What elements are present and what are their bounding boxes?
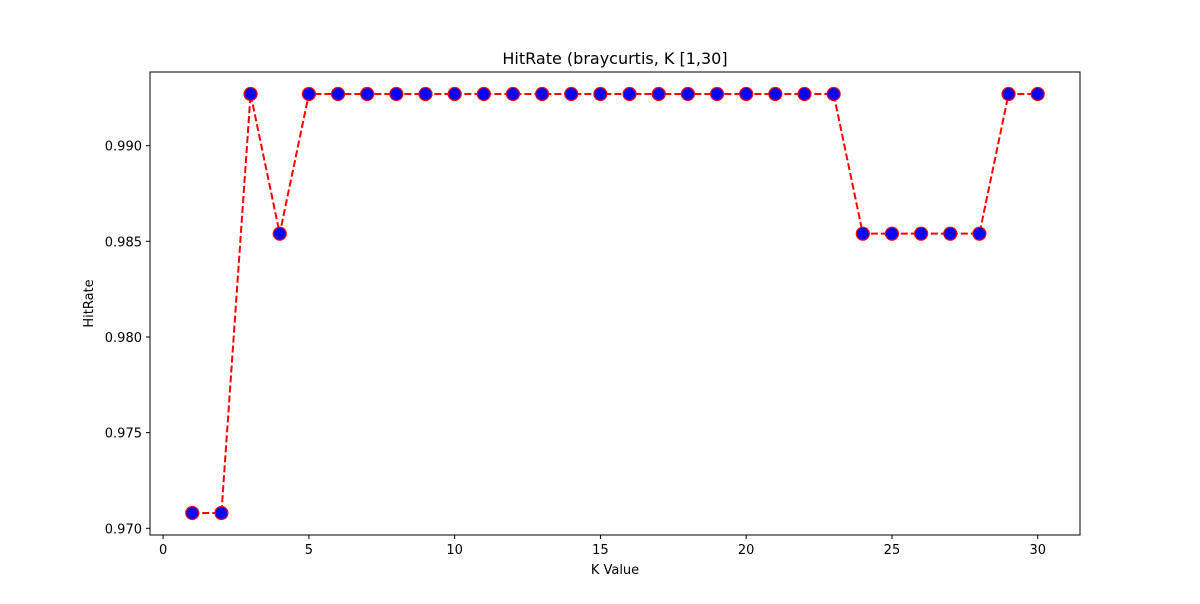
- data-point: [739, 86, 754, 102]
- y-tick-label: 0.975: [105, 427, 142, 442]
- data-point: [418, 86, 433, 102]
- y-tick-label: 0.970: [105, 522, 142, 537]
- x-tick-label: 0: [159, 543, 167, 558]
- x-axis-ticks: 0 5 10 15 20 25 30: [159, 535, 1046, 558]
- data-point: [884, 226, 900, 241]
- data-point: [826, 86, 841, 102]
- data-point: [914, 226, 929, 241]
- data-point: [301, 86, 316, 102]
- data-point: [797, 86, 812, 102]
- data-point: [185, 505, 200, 521]
- data-point: [272, 226, 287, 241]
- x-tick-label: 20: [738, 543, 755, 558]
- data-point: [709, 86, 725, 102]
- x-tick-label: 15: [592, 543, 609, 558]
- data-point: [214, 505, 229, 521]
- data-point: [535, 86, 550, 102]
- data-point: [943, 226, 958, 241]
- y-axis-label: HitRate: [82, 279, 97, 327]
- data-point: [564, 86, 579, 102]
- data-point: [768, 86, 783, 102]
- x-tick-label: 25: [884, 543, 901, 558]
- x-tick-label: 10: [446, 543, 463, 558]
- data-point: [447, 86, 462, 102]
- plot-area: [185, 86, 1045, 521]
- y-axis-ticks: 0.970 0.975 0.980 0.985 0.990: [105, 140, 150, 537]
- y-tick-label: 0.990: [105, 140, 142, 155]
- data-point: [505, 86, 521, 102]
- data-point: [593, 86, 608, 102]
- data-point: [1001, 86, 1016, 102]
- y-tick-label: 0.980: [105, 331, 142, 346]
- data-point: [389, 86, 404, 102]
- x-tick-label: 30: [1029, 543, 1046, 558]
- x-axis-label: K Value: [591, 563, 639, 578]
- data-point: [680, 86, 695, 102]
- y-tick-label: 0.985: [105, 235, 142, 250]
- data-point: [476, 86, 491, 102]
- data-point: [622, 86, 637, 102]
- data-point: [330, 86, 346, 102]
- data-point: [243, 86, 258, 102]
- data-point: [360, 86, 375, 102]
- data-point: [1030, 86, 1045, 102]
- chart-title: HitRate (braycurtis, K [1,30]: [502, 49, 727, 68]
- data-point: [855, 226, 870, 241]
- axes-frame: [149, 71, 1081, 536]
- data-point: [972, 226, 987, 241]
- x-tick-label: 5: [305, 543, 313, 558]
- data-point: [651, 86, 666, 102]
